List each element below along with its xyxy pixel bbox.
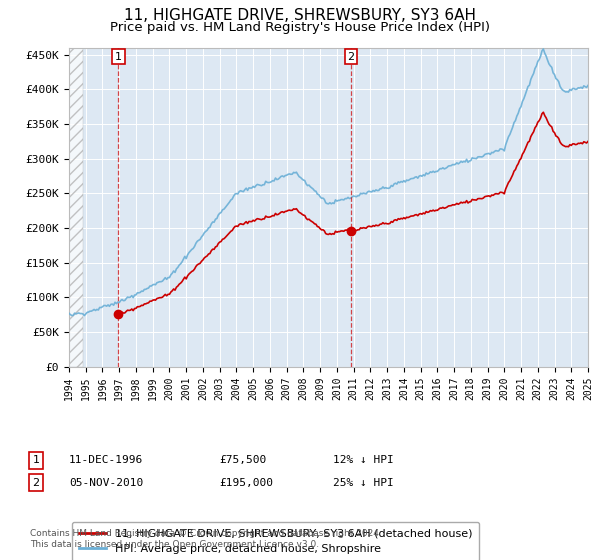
Text: 12% ↓ HPI: 12% ↓ HPI: [333, 455, 394, 465]
Text: 2: 2: [347, 52, 355, 62]
Text: £75,500: £75,500: [219, 455, 266, 465]
Text: 05-NOV-2010: 05-NOV-2010: [69, 478, 143, 488]
Legend: 11, HIGHGATE DRIVE, SHREWSBURY, SY3 6AH (detached house), HPI: Average price, de: 11, HIGHGATE DRIVE, SHREWSBURY, SY3 6AH …: [72, 522, 479, 560]
Text: 1: 1: [32, 455, 40, 465]
Text: 1: 1: [115, 52, 122, 62]
Text: Contains HM Land Registry data © Crown copyright and database right 2024.
This d: Contains HM Land Registry data © Crown c…: [30, 529, 382, 549]
Text: 25% ↓ HPI: 25% ↓ HPI: [333, 478, 394, 488]
Text: 11, HIGHGATE DRIVE, SHREWSBURY, SY3 6AH: 11, HIGHGATE DRIVE, SHREWSBURY, SY3 6AH: [124, 8, 476, 24]
Text: £195,000: £195,000: [219, 478, 273, 488]
Text: Price paid vs. HM Land Registry's House Price Index (HPI): Price paid vs. HM Land Registry's House …: [110, 21, 490, 34]
Text: 2: 2: [32, 478, 40, 488]
Text: 11-DEC-1996: 11-DEC-1996: [69, 455, 143, 465]
